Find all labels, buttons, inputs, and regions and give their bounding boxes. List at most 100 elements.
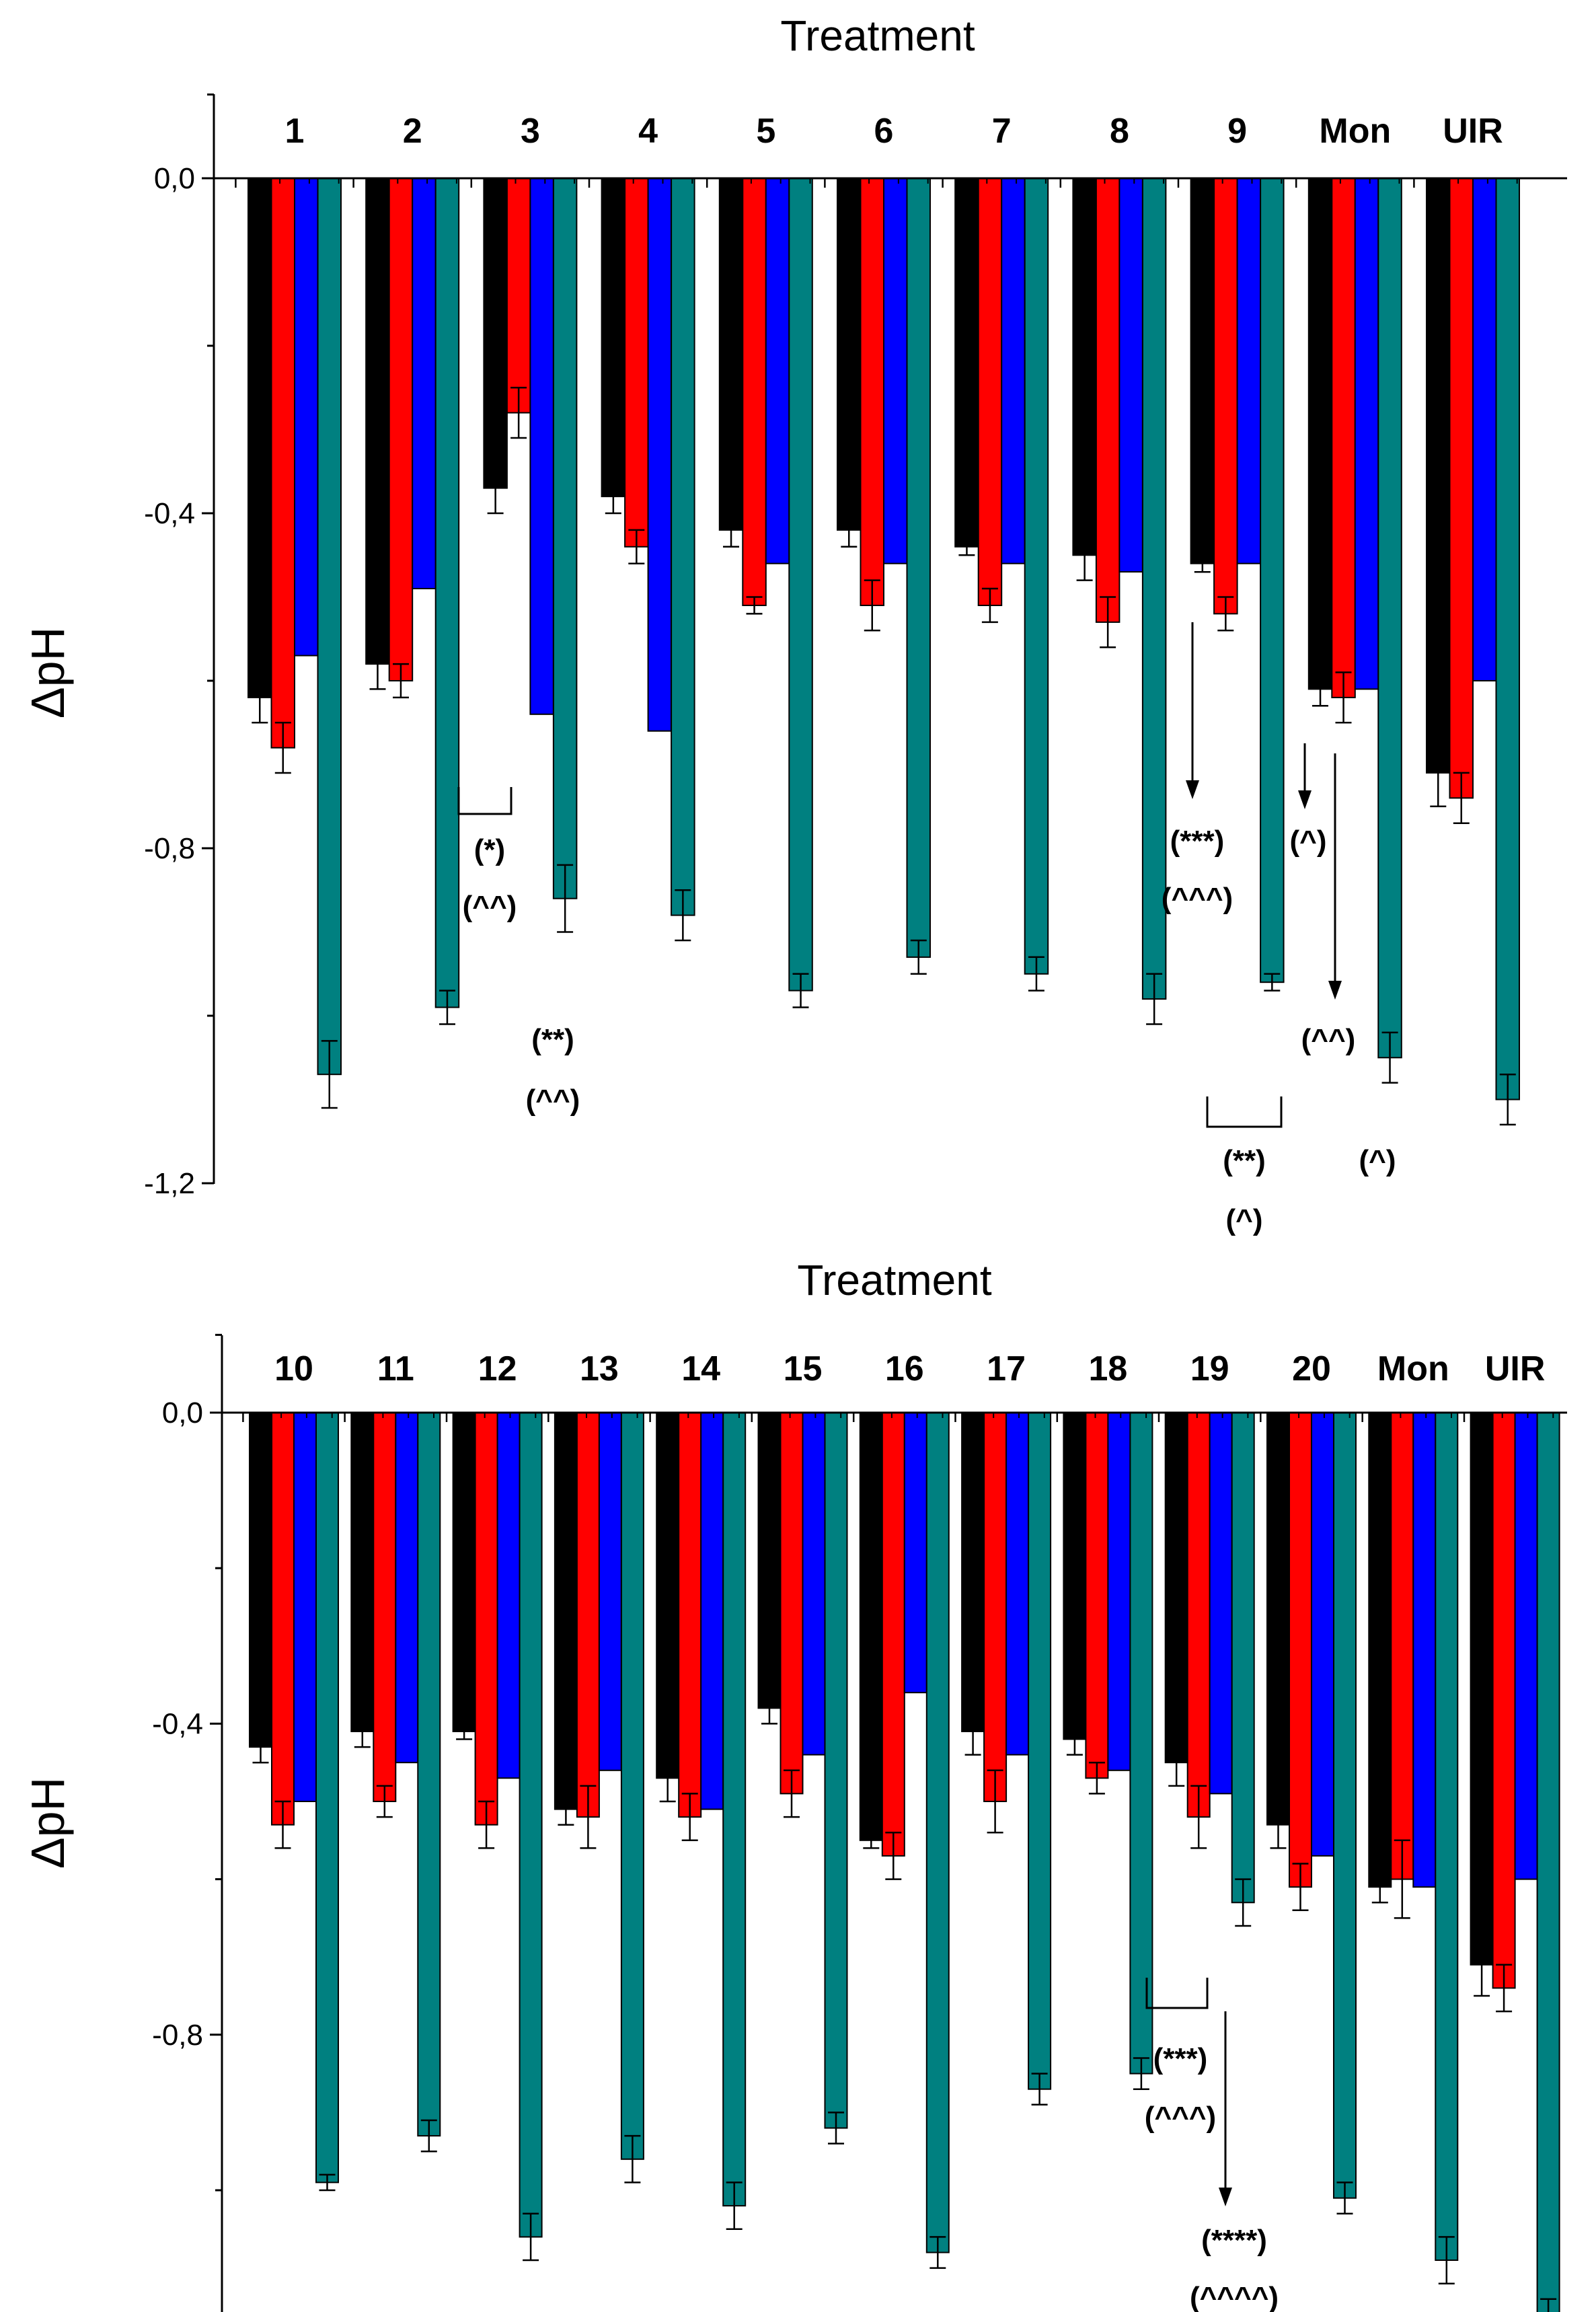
category-label-8: 8 xyxy=(1110,112,1129,151)
bar-12-s1 xyxy=(452,1412,476,1732)
bar-19-s2 xyxy=(1186,1412,1211,1818)
category-label-12: 12 xyxy=(478,1349,517,1388)
arrowhead-9-a xyxy=(1186,780,1199,799)
bar-UIR-s2 xyxy=(1449,178,1474,799)
bar-8-s2 xyxy=(1095,178,1120,623)
bar-UIR-s4 xyxy=(1536,1412,1560,2312)
bracket-9 xyxy=(1206,1096,1283,1128)
bar-17-s1 xyxy=(961,1412,985,1732)
bar-18-s3 xyxy=(1107,1412,1131,1771)
bracket-19 xyxy=(1145,1978,1209,2009)
bar-UIR-s1 xyxy=(1426,178,1451,774)
bar-UIR-s3 xyxy=(1472,178,1497,681)
bar-5-s4 xyxy=(788,178,813,992)
bar-Mon-s1 xyxy=(1307,178,1333,690)
bar-16-s3 xyxy=(903,1412,927,1694)
bar-4-s1 xyxy=(601,178,626,498)
category-label-UIR: UIR xyxy=(1443,112,1503,151)
category-label-18: 18 xyxy=(1088,1349,1127,1388)
category-label-16: 16 xyxy=(885,1349,924,1388)
arrowhead-19 xyxy=(1219,2188,1232,2206)
category-label-6: 6 xyxy=(874,112,894,151)
bottom-panel-axes: 10 11 12 13 14 15 16 17 18 19 20 Mon UIR 0,0 -0,4 -0,8 xyxy=(152,1333,1567,2312)
bar-15-s1 xyxy=(757,1412,782,1709)
bar-Mon-s3 xyxy=(1354,178,1379,690)
category-label-15: 15 xyxy=(784,1349,823,1388)
bar-9-s3 xyxy=(1236,178,1262,564)
bar-Mon-s3 xyxy=(1412,1412,1437,1888)
bar-16-s2 xyxy=(881,1412,905,1857)
bar-19-s1 xyxy=(1164,1412,1188,1764)
bar-10-s4 xyxy=(315,1412,339,2184)
bar-10-s1 xyxy=(249,1412,272,1748)
bar-UIR-s4 xyxy=(1495,178,1520,1101)
bar-3-s1 xyxy=(483,178,508,489)
bar-12-s2 xyxy=(474,1412,498,1826)
category-label-4: 4 xyxy=(638,112,658,151)
bar-8-s4 xyxy=(1141,178,1167,1000)
bar-20-s3 xyxy=(1311,1412,1334,1857)
y-tick-label: 0,0 xyxy=(154,162,195,195)
bar-13-s2 xyxy=(576,1412,600,1818)
annotation-mon-a: (^) xyxy=(1290,825,1327,858)
bar-13-s3 xyxy=(598,1412,622,1771)
bar-5-s1 xyxy=(718,178,744,531)
arrowhead-mon-a xyxy=(1298,790,1312,809)
bar-Mon-s1 xyxy=(1368,1412,1392,1888)
top-panel-bars xyxy=(248,178,1520,1126)
annotation-19-a: (****) xyxy=(1201,2224,1267,2257)
bar-11-s4 xyxy=(417,1412,441,2137)
bar-16-s4 xyxy=(925,1412,950,2253)
bar-Mon-s4 xyxy=(1435,1412,1459,2261)
category-label-10: 10 xyxy=(274,1349,313,1388)
bar-16-s1 xyxy=(859,1412,883,1841)
bar-Mon-s2 xyxy=(1331,178,1356,698)
bar-7-s2 xyxy=(977,178,1003,606)
bar-Mon-s4 xyxy=(1377,178,1402,1059)
bar-15-s4 xyxy=(824,1412,848,2129)
bar-4-s3 xyxy=(647,178,673,732)
bar-9-s2 xyxy=(1213,178,1238,615)
bar-12-s4 xyxy=(519,1412,543,2238)
bar-11-s3 xyxy=(395,1412,419,1764)
y-tick-label: -1,2 xyxy=(144,1167,195,1200)
bottom-panel-annotations: (***) (^^^) (****) (^^^^) xyxy=(1145,1978,1279,2312)
bar-1-s4 xyxy=(317,178,342,1076)
bar-13-s1 xyxy=(554,1412,578,1810)
bottom-panel-title: Treatment xyxy=(797,1256,992,1304)
annotation-3-c: (**) xyxy=(531,1023,574,1056)
bottom-panel-y-axis-label: ΔpH xyxy=(22,1777,74,1869)
annotation-mon-b: (^^) xyxy=(1301,1023,1356,1056)
annotation-19-b: (^^^^) xyxy=(1190,2281,1279,2312)
y-tick-label: -0,8 xyxy=(152,2019,203,2052)
top-panel-annotations: (*) (^^) (**) (^^) (***) (^^^) (^) (^^) … xyxy=(457,622,1396,1236)
bar-6-s3 xyxy=(883,178,908,564)
category-label-17: 17 xyxy=(987,1349,1026,1388)
bar-5-s2 xyxy=(742,178,767,606)
category-label-UIR: UIR xyxy=(1485,1349,1546,1388)
annotation-3-d: (^^) xyxy=(526,1084,580,1117)
category-label-5: 5 xyxy=(756,112,775,151)
bottom-panel-bars xyxy=(249,1412,1560,2312)
bar-9-s1 xyxy=(1190,178,1215,564)
y-tick-label: -0,4 xyxy=(152,1707,203,1740)
bar-2-s4 xyxy=(434,178,460,1008)
bar-10-s2 xyxy=(271,1412,295,1826)
bar-6-s4 xyxy=(906,178,931,958)
bar-15-s2 xyxy=(780,1412,804,1795)
bar-14-s1 xyxy=(656,1412,680,1779)
annotation-9-b: (^^^) xyxy=(1162,882,1233,915)
category-label-9: 9 xyxy=(1227,112,1247,151)
bar-Mon-s2 xyxy=(1390,1412,1414,1880)
bar-11-s2 xyxy=(373,1412,397,1802)
bar-17-s4 xyxy=(1028,1412,1052,2090)
y-tick-label: 0,0 xyxy=(162,1396,203,1429)
category-label-20: 20 xyxy=(1292,1349,1331,1388)
top-panel-y-axis-label: ΔpH xyxy=(22,627,74,718)
bar-9-s4 xyxy=(1260,178,1285,983)
bar-6-s2 xyxy=(860,178,884,606)
top-panel-axes: 1 2 3 4 5 6 7 8 9 Mon UIR 0,0 -0,4 -0,8 -1,2 xyxy=(144,94,1567,1200)
annotation-3-b: (^^) xyxy=(463,890,517,923)
bar-20-s2 xyxy=(1289,1412,1312,1888)
